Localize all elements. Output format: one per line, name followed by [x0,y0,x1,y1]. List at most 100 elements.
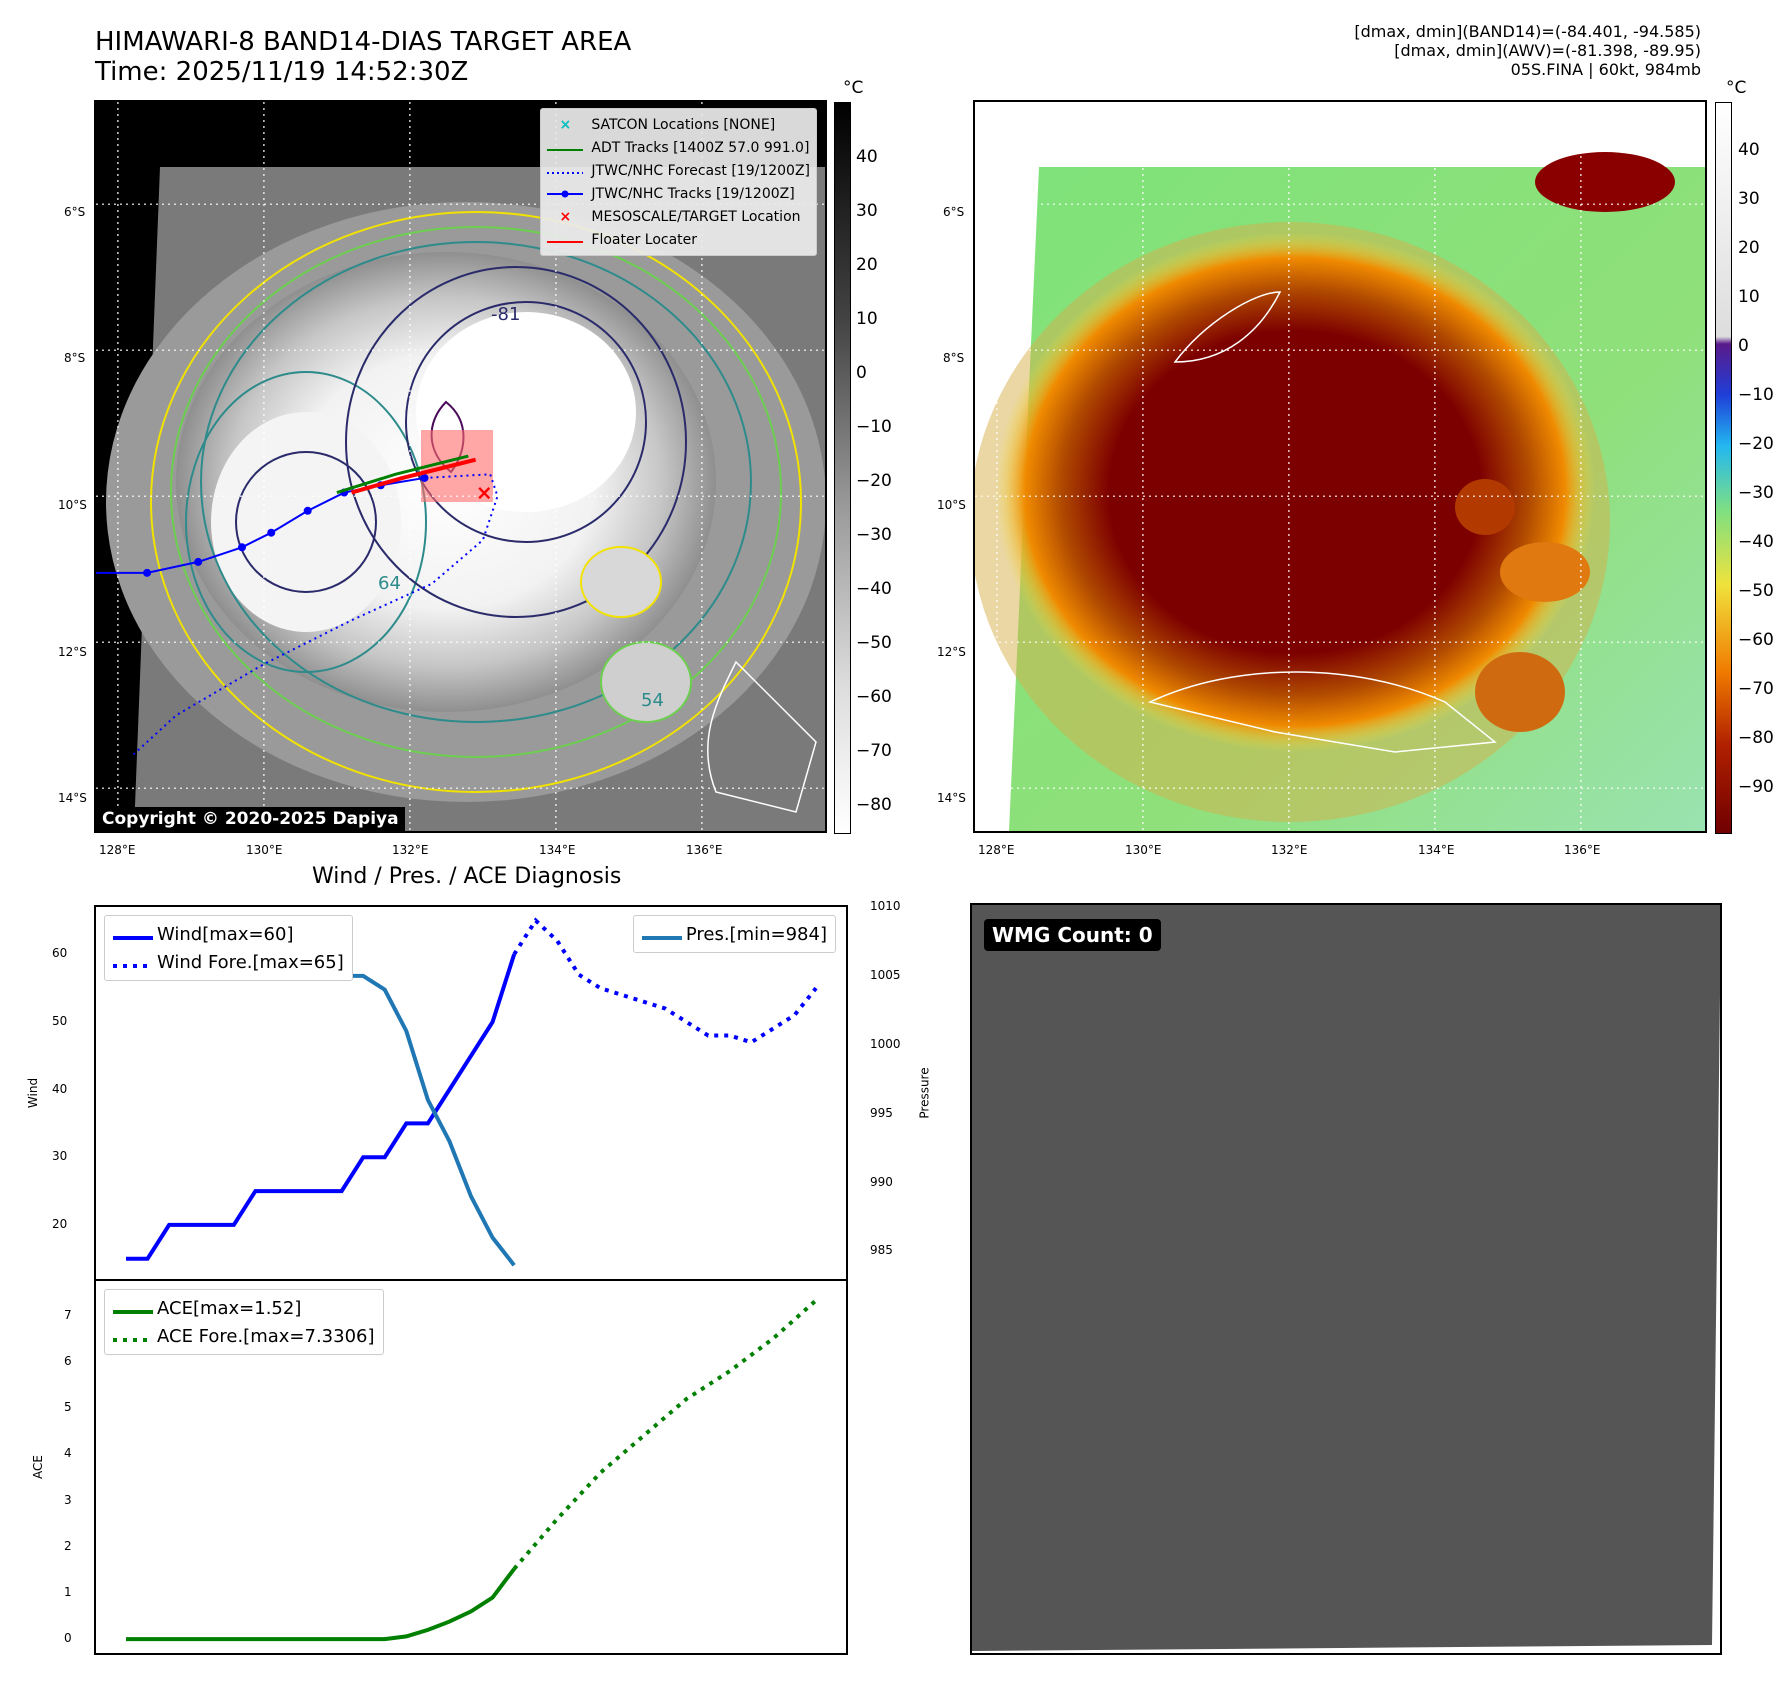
enhanced-map-svg [975,102,1705,831]
jtwc-track-point [238,543,246,552]
east-convection-2 [1500,542,1590,602]
enhanced-map-panel [973,100,1707,833]
wind-series-line [126,953,517,1261]
wind-forecast-line-icon [113,952,153,973]
contour-yellow [150,211,802,793]
diagnosis-title: Wind / Pres. / ACE Diagnosis [312,864,622,889]
colorbar-tick: −40 [856,579,892,599]
y-tick-label: 6 [64,1353,72,1368]
lon-label: 136°E [1564,843,1601,857]
color-colorbar-unit: °C [1726,78,1747,98]
contour-label: 64 [378,573,401,594]
colorbar-tick: −40 [1738,532,1774,552]
east-cell [580,546,662,618]
colorbar-tick: −70 [1738,679,1774,699]
graticule [975,102,1705,831]
colorbar-tick: −80 [856,795,892,815]
wind-line-icon [113,924,153,945]
lat-label: 14°S [937,791,966,805]
colorbar-tick: −30 [1738,483,1774,503]
target-marker: × [476,481,493,505]
contour-label: -31 [214,219,243,240]
copyright-badge: Copyright © 2020-2025 Dapiya [96,807,405,831]
map-legend: × SATCON Locations [NONE] ADT Tracks [140… [540,108,817,256]
contour-teal [200,241,752,723]
cdo-contour-mid [345,266,687,618]
legend-satcon: × SATCON Locations [NONE] [547,113,810,136]
colorbar-tick: −60 [1738,630,1774,650]
ace-forecast-series-line [512,1298,818,1571]
lon-label: 132°E [1271,843,1308,857]
colorbar-tick: 20 [1738,238,1760,258]
stats-line-3: 05S.FINA | 60kt, 984mb [1510,60,1701,79]
colorbar-tick: −10 [1738,385,1774,405]
pressure-axis-label: Pressure [917,1067,932,1119]
legend-target: × MESOSCALE/TARGET Location [547,205,810,228]
color-colorbar [1715,102,1732,834]
colorbar-tick: −90 [1738,777,1774,797]
wmg-count-badge: WMG Count: 0 [984,919,1161,951]
colorbar-tick: −30 [856,525,892,545]
lon-label: 130°E [246,843,283,857]
lon-label: 128°E [978,843,1015,857]
northeast-convection [1535,152,1675,212]
wind-forecast-series-line [512,917,818,1045]
lon-label: 134°E [1418,843,1455,857]
lon-label: 134°E [539,843,576,857]
legend-pressure: Pres.[min=984] [641,920,827,948]
wind-legend: Wind[max=60] Wind Fore.[max=65] [104,915,353,981]
lat-label: 6°S [943,205,965,219]
lon-label: 128°E [99,843,136,857]
y-tick-label: 985 [870,1243,893,1258]
storm-tracks: × [96,454,499,757]
colorbar-tick: −80 [1738,728,1774,748]
y-tick-label: 7 [64,1307,72,1322]
y-tick-label: 4 [64,1446,72,1461]
wmg-field [972,905,1720,1651]
legend-tracks: JTWC/NHC Tracks [19/1200Z] [547,182,810,205]
colorbar-tick: −50 [856,633,892,653]
adt-track-line [336,454,469,494]
jtwc-track-point [267,528,276,537]
y-tick-label: 1 [64,1584,72,1599]
ace-axis-label: ACE [30,1455,45,1479]
y-tick-label: 2 [64,1538,72,1553]
colorbar-tick: 10 [1738,287,1760,307]
target-marker-icon: × [559,208,572,225]
jtwc-track-point [143,568,152,577]
y-tick-label: 995 [870,1105,893,1120]
wind-axis-label: Wind [26,1077,41,1109]
west-contour-inner [235,451,377,593]
floater-line-icon [547,232,584,248]
lat-label: 10°S [937,498,966,512]
lon-label: 136°E [686,843,723,857]
y-tick-label: 1005 [870,967,901,982]
y-tick-label: 1000 [870,1036,901,1051]
jtwc-track-point [303,506,312,515]
track-line-icon [547,186,584,202]
contour-green [170,226,782,758]
west-contour-outer [185,371,427,673]
coastline-land [707,660,817,813]
legend-forecast: JTWC/NHC Forecast [19/1200Z] [547,159,810,182]
pressure-legend: Pres.[min=984] [632,915,836,953]
y-tick-label: 30 [52,1149,68,1164]
legend-wind-forecast: Wind Fore.[max=65] [113,948,344,976]
contour-label: -81 [491,304,520,325]
stats-line-2: [dmax, dmin](AWV)=(-81.398, -89.95) [1394,41,1701,60]
colorbar-tick: −60 [856,687,892,707]
colorbar-tick: 20 [856,255,878,275]
east-convection [1455,479,1515,535]
stats-info: [dmax, dmin](BAND14)=(-84.401, -94.585) … [1354,22,1701,79]
gray-colorbar-unit: °C [843,78,864,98]
lat-label: 10°S [58,498,87,512]
ir-map-svg: × -81 -31 64 54 [96,102,825,831]
legend-ace: ACE[max=1.52] [113,1294,375,1322]
southeast-convection [1475,652,1565,732]
y-tick-label: 0 [64,1631,72,1646]
west-cell [211,412,401,632]
y-tick-label: 3 [64,1492,72,1507]
contour-label: 54 [641,690,664,711]
legend-ace-forecast: ACE Fore.[max=7.3306] [113,1322,375,1350]
y-tick-label: 40 [52,1081,68,1096]
